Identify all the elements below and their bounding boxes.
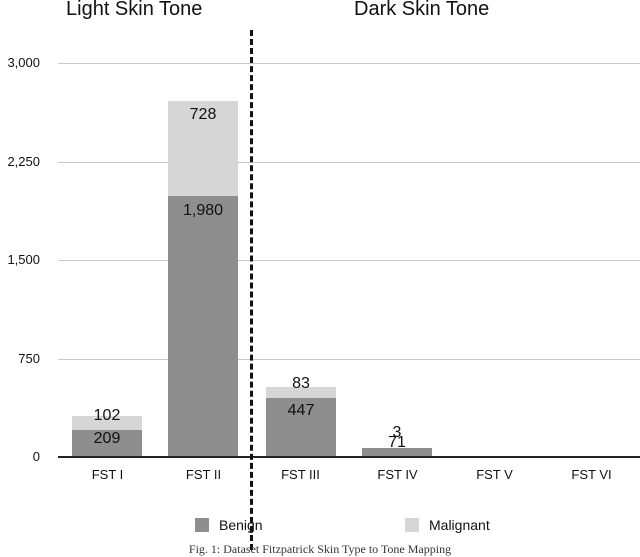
ytick-1500: 1,500: [7, 252, 40, 267]
ytick-3000: 3,000: [7, 55, 40, 70]
value-label-malignant: 3: [392, 424, 402, 441]
ytick-2250: 2,250: [7, 154, 40, 169]
gridline-2250: [58, 162, 640, 163]
value-label-malignant: 83: [292, 375, 310, 392]
legend-label-malignant: Malignant: [429, 517, 490, 533]
value-label-benign: 209: [93, 430, 121, 447]
xtick-fst-iv: FST IV: [377, 467, 418, 482]
group-divider: [250, 30, 253, 550]
legend-label-benign: Benign: [219, 517, 263, 533]
legend-swatch-benign: [195, 518, 209, 532]
value-label-benign: 447: [287, 402, 315, 419]
bar-segment-benign: [72, 430, 142, 457]
legend-swatch-malignant: [405, 518, 419, 532]
gridline-1500: [58, 260, 640, 261]
group-title-light: Light Skin Tone: [66, 0, 203, 20]
gridline-3000: [58, 63, 640, 64]
value-label-malignant: 102: [93, 407, 121, 424]
group-title-dark: Dark Skin Tone: [354, 0, 490, 20]
ytick-0: 0: [32, 449, 40, 464]
ytick-750: 750: [18, 351, 40, 366]
bar-segment-benign: [168, 196, 238, 457]
gridline-750: [58, 359, 640, 360]
bar-fst-iii: 83 447: [266, 375, 336, 457]
bar-segment-malignant: [72, 416, 142, 430]
xtick-fst-vi: FST VI: [571, 467, 612, 482]
bar-segment-malignant: [168, 101, 238, 196]
figure-caption: Fig. 1: Dataset Fitzpatrick Skin Type to…: [188, 542, 452, 556]
value-label-benign: 71: [388, 434, 406, 451]
bar-segment-malignant: [266, 387, 336, 398]
bar-fst-i: 102 209: [72, 407, 142, 457]
bar-fst-iv: 3 71: [362, 424, 432, 457]
xtick-fst-v: FST V: [476, 467, 513, 482]
value-label-benign: 1,980: [182, 202, 224, 219]
legend-item-benign: Benign: [195, 517, 263, 533]
bar-segment-benign: [362, 448, 432, 457]
xtick-fst-i: FST I: [91, 467, 124, 482]
value-label-malignant: 728: [189, 106, 217, 123]
x-axis: [58, 456, 640, 458]
xtick-fst-iii: FST III: [281, 467, 320, 482]
bar-segment-benign: [266, 398, 336, 457]
xtick-fst-ii: FST II: [185, 467, 222, 482]
legend-item-malignant: Malignant: [405, 517, 490, 533]
bar-fst-ii: 728 1,980: [168, 101, 238, 457]
